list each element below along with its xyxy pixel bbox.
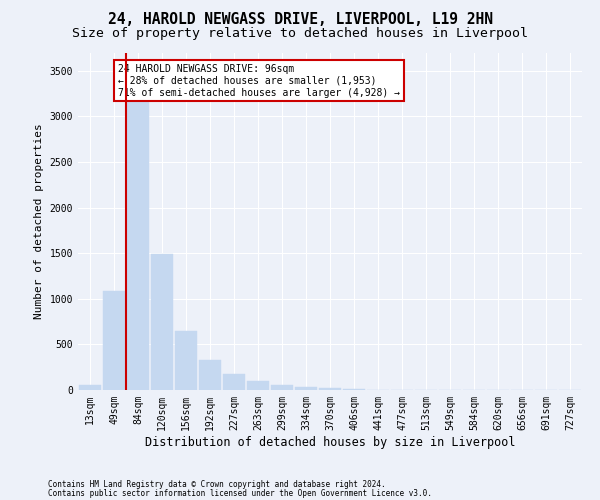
Bar — [295, 386, 317, 390]
Bar — [127, 72, 149, 390]
Text: 24, HAROLD NEWGASS DRIVE, LIVERPOOL, L19 2HN: 24, HAROLD NEWGASS DRIVE, LIVERPOOL, L19… — [107, 12, 493, 28]
X-axis label: Distribution of detached houses by size in Liverpool: Distribution of detached houses by size … — [145, 436, 515, 448]
Bar — [151, 254, 173, 390]
Bar — [343, 389, 365, 390]
Y-axis label: Number of detached properties: Number of detached properties — [34, 124, 44, 319]
Bar — [199, 360, 221, 390]
Bar — [223, 374, 245, 390]
Bar — [271, 384, 293, 390]
Bar — [103, 290, 125, 390]
Text: Contains HM Land Registry data © Crown copyright and database right 2024.: Contains HM Land Registry data © Crown c… — [48, 480, 386, 489]
Bar — [247, 381, 269, 390]
Bar — [79, 386, 101, 390]
Bar — [175, 331, 197, 390]
Bar — [319, 388, 341, 390]
Text: Contains public sector information licensed under the Open Government Licence v3: Contains public sector information licen… — [48, 488, 432, 498]
Text: 24 HAROLD NEWGASS DRIVE: 96sqm
← 28% of detached houses are smaller (1,953)
71% : 24 HAROLD NEWGASS DRIVE: 96sqm ← 28% of … — [118, 64, 400, 98]
Text: Size of property relative to detached houses in Liverpool: Size of property relative to detached ho… — [72, 28, 528, 40]
